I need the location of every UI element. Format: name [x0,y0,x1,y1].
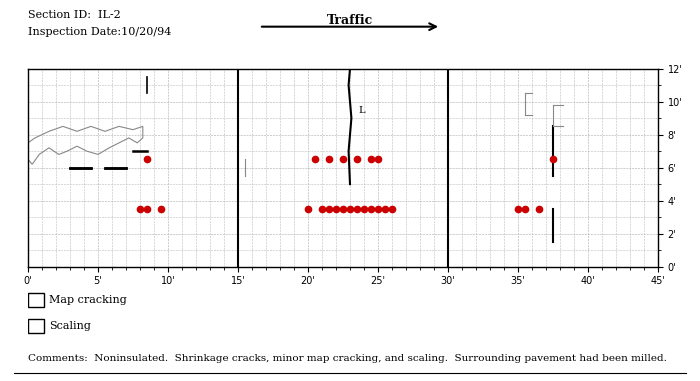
Bar [28,319,43,333]
Text: Scaling: Scaling [49,321,91,331]
Text: L: L [358,106,365,115]
Bar [28,293,43,307]
Text: Map cracking: Map cracking [49,295,127,305]
Text: Traffic: Traffic [327,14,373,27]
Text: Inspection Date:10/20/94: Inspection Date:10/20/94 [28,27,172,37]
Text: Comments:  Noninsulated.  Shrinkage cracks, minor map cracking, and scaling.  Su: Comments: Noninsulated. Shrinkage cracks… [28,354,667,363]
Text: Section ID:  IL-2: Section ID: IL-2 [28,10,120,19]
